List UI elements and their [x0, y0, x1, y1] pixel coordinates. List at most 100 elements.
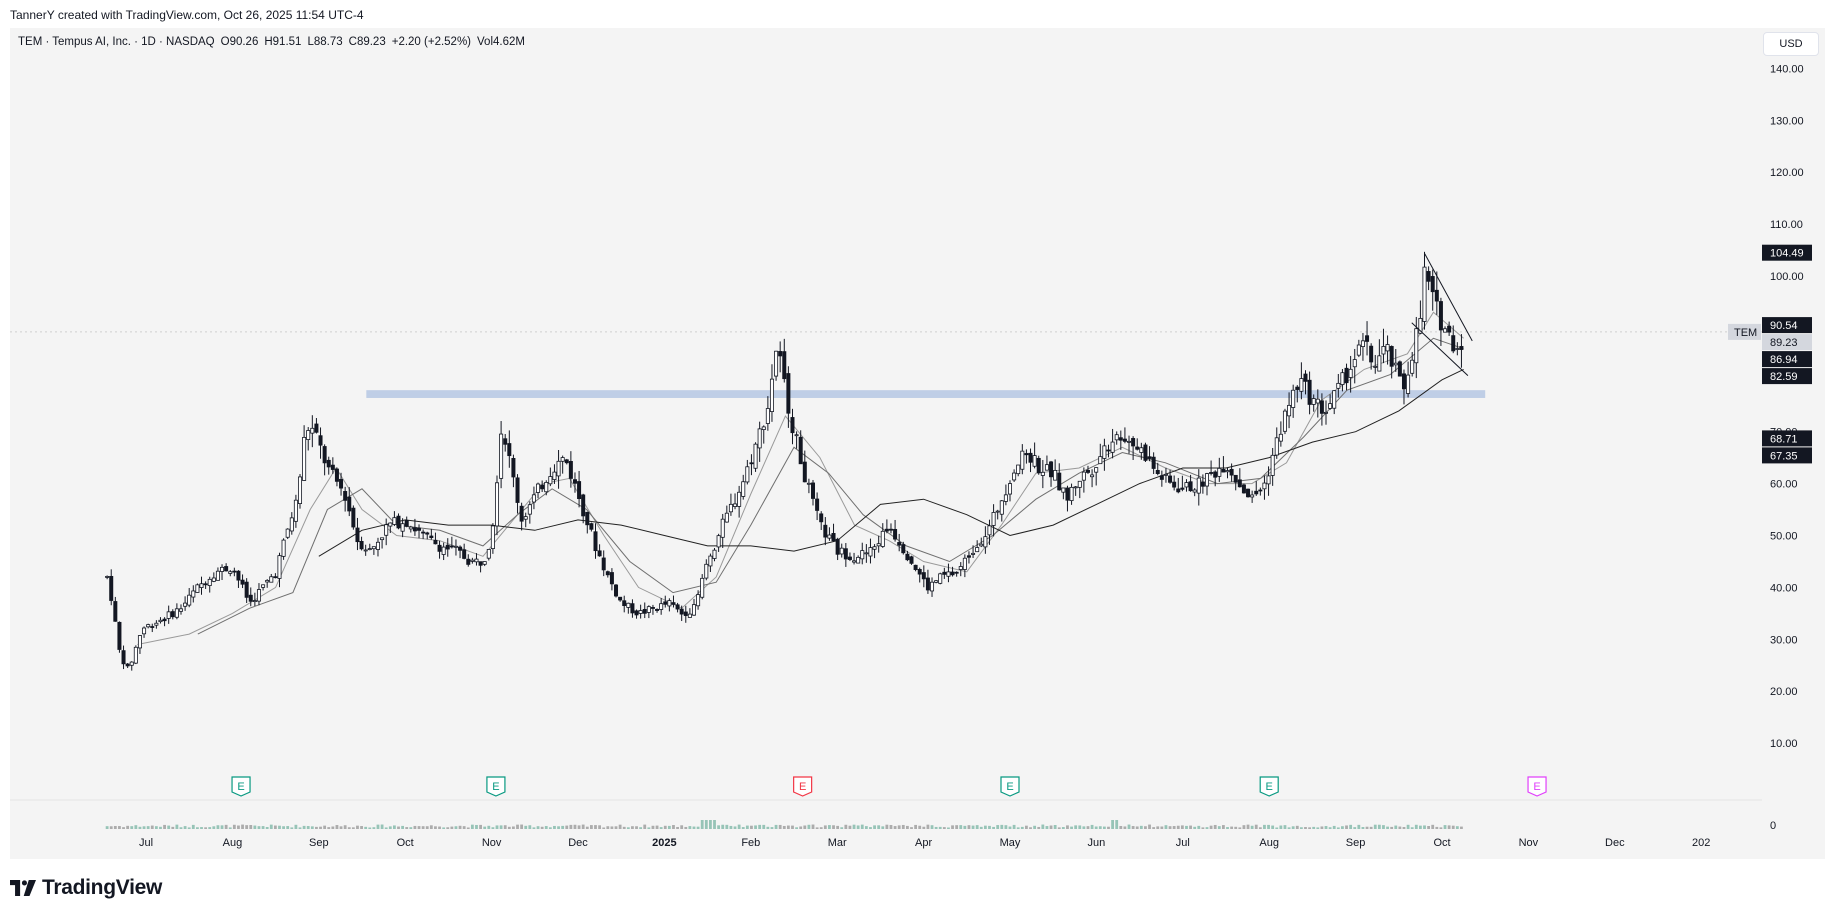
close-value: C89.23 [348, 36, 386, 48]
volume-bar [1402, 827, 1406, 829]
candle-body [724, 512, 729, 523]
candle-body [884, 528, 889, 532]
volume-bar [118, 826, 121, 829]
volume-bar [1386, 826, 1389, 829]
volume-bar [331, 826, 335, 829]
volume-bar [134, 825, 138, 829]
candle-body [1221, 468, 1226, 473]
x-axis-tick: Nov [1519, 837, 1539, 849]
volume-bar [1012, 824, 1016, 829]
candle-body [733, 503, 738, 507]
volume-bar [922, 826, 926, 829]
candle-body [113, 601, 118, 622]
volume-bar [1291, 826, 1295, 829]
volume-bar [1086, 826, 1090, 829]
volume-bar [1037, 826, 1041, 829]
y-axis-tick: 50.00 [1770, 531, 1798, 543]
candle-body [782, 351, 787, 380]
volume-bar [1176, 825, 1180, 829]
candle-body [187, 594, 192, 606]
volume-bar [512, 826, 515, 829]
volume-bar [1414, 824, 1418, 829]
price-label: 68.71 [1770, 433, 1798, 445]
candle-body [1426, 271, 1431, 282]
brand-logo[interactable]: TradingView [10, 876, 162, 900]
candle-body [1299, 378, 1304, 392]
candle-body [577, 481, 582, 500]
candle-body [638, 610, 643, 614]
candle-body [893, 528, 898, 540]
candle-body [802, 461, 807, 483]
candle-body [618, 596, 623, 601]
volume-bar [154, 826, 158, 829]
volume-bar [918, 825, 922, 829]
x-axis-tick: Apr [915, 837, 932, 849]
volume-bar [1119, 825, 1123, 829]
candle-body [146, 624, 151, 628]
volume-bar [1267, 824, 1270, 829]
volume-bar [1287, 827, 1291, 829]
candle-body [1229, 468, 1234, 476]
price-label: 86.94 [1770, 354, 1798, 366]
candle-body [934, 580, 939, 583]
volume-bar [860, 824, 864, 829]
candle-body [790, 417, 795, 434]
volume-bar [676, 826, 679, 829]
volume-bar [680, 825, 684, 829]
volume-bar [216, 825, 220, 829]
candle-body [913, 564, 918, 570]
volume-bar [1209, 825, 1213, 829]
volume-bar [910, 827, 913, 829]
candle-body [1217, 467, 1222, 477]
currency-button[interactable]: USD [1763, 32, 1819, 56]
y-axis-tick: 120.00 [1770, 167, 1804, 179]
candle-body [1049, 461, 1054, 478]
volume-bar [273, 825, 277, 829]
candle-body [667, 600, 672, 607]
volume-bar [557, 826, 560, 829]
volume-bar [1115, 820, 1119, 829]
candle-body [843, 548, 848, 560]
candle-body [650, 607, 655, 609]
candle-body [277, 555, 282, 579]
candle-body [630, 603, 635, 614]
candle-body [1303, 373, 1308, 382]
volume-bar [126, 825, 130, 829]
candle-body [1422, 266, 1427, 322]
candle-body [1455, 348, 1460, 350]
volume-bar [487, 825, 491, 829]
volume-bar [1197, 825, 1201, 829]
volume-bar [458, 825, 462, 829]
volume-bar [196, 827, 199, 829]
candle-body [1332, 390, 1337, 409]
change-value: +2.20 (+2.52%) [391, 36, 472, 48]
volume-bar [475, 824, 478, 829]
candle-body [564, 459, 569, 464]
volume-bar [573, 824, 577, 829]
volume-bar [836, 825, 840, 829]
candle-body [129, 661, 134, 666]
volume-bar [1185, 825, 1188, 829]
candle-body [897, 542, 902, 546]
volume-bar [852, 824, 856, 829]
volume-bar [1217, 826, 1221, 829]
candle-body [568, 461, 573, 479]
candle-body [954, 571, 959, 574]
volume-bar [766, 826, 770, 829]
candle-body [1406, 374, 1411, 394]
volume-bar [495, 825, 499, 829]
volume-bar [1410, 827, 1414, 829]
volume-bar [356, 825, 359, 829]
candle-body [330, 464, 335, 470]
candle-body [121, 650, 126, 665]
candle-body [203, 583, 208, 586]
candle-body [462, 549, 467, 559]
volume-bar [503, 825, 507, 829]
volume-bar [942, 827, 946, 829]
volume-bar [454, 826, 458, 829]
volume-bar [1299, 827, 1303, 829]
y-axis-tick: 30.00 [1770, 634, 1798, 646]
candle-body [544, 481, 549, 493]
candle-body [531, 494, 536, 503]
